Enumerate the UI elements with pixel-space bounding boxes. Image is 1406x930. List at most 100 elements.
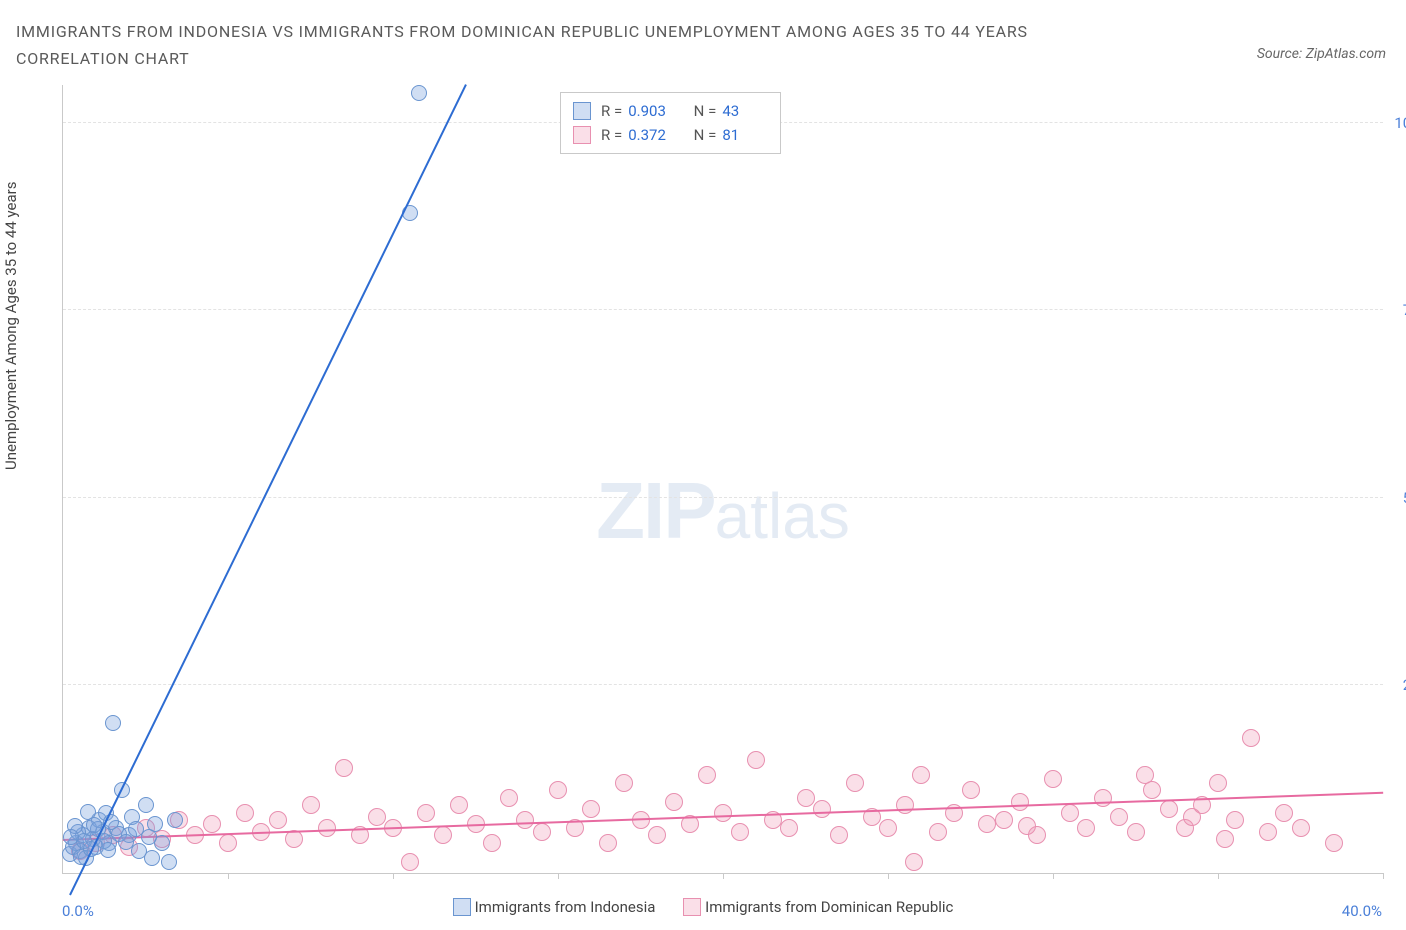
scatter-point: [929, 823, 947, 841]
scatter-point: [1127, 823, 1145, 841]
scatter-point: [1136, 766, 1154, 784]
chart-title: IMMIGRANTS FROM INDONESIA VS IMMIGRANTS …: [16, 18, 1390, 72]
x-tick-mark: [1218, 873, 1219, 879]
scatter-point: [450, 796, 468, 814]
trend-line: [69, 84, 467, 895]
scatter-point: [1275, 804, 1293, 822]
scatter-point: [549, 781, 567, 799]
legend-label-dominican: Immigrants from Dominican Republic: [705, 898, 953, 916]
scatter-point: [1160, 800, 1178, 818]
scatter-point: [100, 842, 116, 858]
scatter-point: [219, 834, 237, 852]
scatter-point: [912, 766, 930, 784]
legend-swatch-indonesia: [453, 898, 471, 916]
title-line-2: CORRELATION CHART: [16, 45, 1390, 72]
scatter-point: [995, 811, 1013, 829]
scatter-point: [1077, 819, 1095, 837]
scatter-point: [516, 811, 534, 829]
gridline: [63, 684, 1383, 685]
scatter-point: [714, 804, 732, 822]
scatter-point: [747, 751, 765, 769]
x-tick-mark: [228, 873, 229, 879]
scatter-point: [665, 793, 683, 811]
x-tick-mark: [558, 873, 559, 879]
y-tick-label: 100.0%: [1384, 114, 1406, 132]
gridline: [63, 309, 1383, 310]
scatter-point: [879, 819, 897, 837]
scatter-point: [1242, 729, 1260, 747]
scatter-point: [1226, 811, 1244, 829]
correlation-legend: R = 0.903 N = 43 R = 0.372 N = 81: [560, 92, 781, 154]
scatter-point: [1044, 770, 1062, 788]
scatter-point: [144, 850, 160, 866]
y-axis-title: Unemployment Among Ages 35 to 44 years: [2, 182, 20, 470]
scatter-point: [1183, 808, 1201, 826]
scatter-point: [896, 796, 914, 814]
scatter-point: [1061, 804, 1079, 822]
scatter-point: [417, 804, 435, 822]
scatter-point: [318, 819, 336, 837]
scatter-point: [1011, 793, 1029, 811]
scatter-point: [500, 789, 518, 807]
scatter-point: [1259, 823, 1277, 841]
scatter-point: [167, 812, 183, 828]
x-tick-mark: [393, 873, 394, 879]
scatter-point: [434, 826, 452, 844]
scatter-point: [698, 766, 716, 784]
source-attribution: Source: ZipAtlas.com: [1257, 46, 1386, 62]
scatter-point: [1094, 789, 1112, 807]
scatter-point: [962, 781, 980, 799]
scatter-point: [105, 715, 121, 731]
scatter-point: [118, 834, 134, 850]
legend-bottom: Immigrants from Indonesia Immigrants fro…: [0, 898, 1406, 920]
x-tick-mark: [1053, 873, 1054, 879]
y-tick-label: 25.0%: [1393, 676, 1406, 694]
scatter-point: [599, 834, 617, 852]
scatter-point: [138, 797, 154, 813]
scatter-point: [846, 774, 864, 792]
scatter-point: [1292, 819, 1310, 837]
scatter-point: [905, 853, 923, 871]
y-tick-label: 75.0%: [1393, 301, 1406, 319]
scatter-point: [830, 826, 848, 844]
scatter-point: [269, 811, 287, 829]
scatter-point: [203, 815, 221, 833]
x-tick-mark: [1383, 873, 1384, 879]
legend-label-indonesia: Immigrants from Indonesia: [475, 898, 656, 916]
scatter-point: [780, 819, 798, 837]
legend-item-indonesia: Immigrants from Indonesia: [453, 898, 656, 916]
gridline: [63, 497, 1383, 498]
scatter-point: [731, 823, 749, 841]
scatter-point: [141, 829, 157, 845]
scatter-point: [368, 808, 386, 826]
scatter-point: [302, 796, 320, 814]
scatter-point: [161, 854, 177, 870]
scatter-point: [978, 815, 996, 833]
legend-item-dominican: Immigrants from Dominican Republic: [683, 898, 953, 916]
x-axis-max-label: 40.0%: [1342, 902, 1382, 920]
y-tick-label: 50.0%: [1393, 489, 1406, 507]
scatter-point: [813, 800, 831, 818]
scatter-point: [582, 800, 600, 818]
scatter-point: [1110, 808, 1128, 826]
x-tick-mark: [723, 873, 724, 879]
scatter-chart: ZIPatlas 25.0%50.0%75.0%100.0%: [62, 85, 1383, 874]
scatter-point: [1018, 817, 1036, 835]
scatter-point: [1209, 774, 1227, 792]
scatter-point: [401, 853, 419, 871]
watermark: ZIPatlas: [596, 465, 850, 557]
scatter-point: [648, 826, 666, 844]
scatter-point: [615, 774, 633, 792]
scatter-point: [483, 834, 501, 852]
legend-swatch-dominican: [683, 898, 701, 916]
scatter-point: [63, 829, 79, 845]
scatter-point: [1216, 830, 1234, 848]
scatter-point: [533, 823, 551, 841]
scatter-point: [236, 804, 254, 822]
scatter-point: [1325, 834, 1343, 852]
scatter-point: [797, 789, 815, 807]
x-axis-min-label: 0.0%: [62, 902, 94, 920]
scatter-point: [335, 759, 353, 777]
title-line-1: IMMIGRANTS FROM INDONESIA VS IMMIGRANTS …: [16, 18, 1390, 45]
scatter-point: [411, 85, 427, 101]
